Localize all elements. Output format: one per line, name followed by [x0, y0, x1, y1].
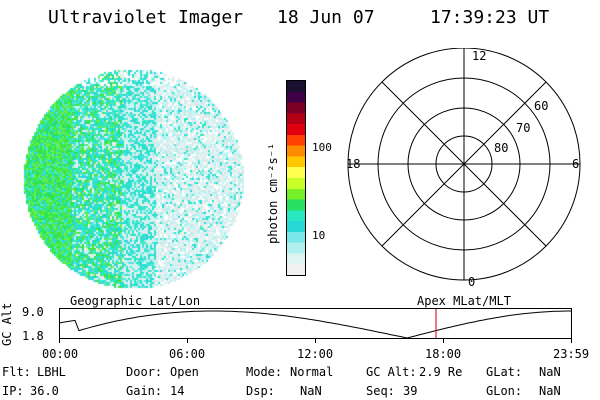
- colorbar: [286, 80, 306, 276]
- dsp-label: Dsp:: [246, 384, 275, 398]
- glat-label: GLat:: [486, 365, 523, 379]
- x-tick-label-12: 12:00: [297, 347, 334, 361]
- x-tick-label-2359: 23:59: [553, 347, 590, 361]
- x-tick-label-00: 00:00: [42, 347, 79, 361]
- timeline-frame: [59, 308, 572, 339]
- colorbar-tick-10: 10: [312, 229, 326, 242]
- gain-value: 14: [170, 384, 185, 398]
- timeline-ytick-9: 9.0: [22, 305, 44, 319]
- mlt-label-0: 0: [468, 275, 475, 288]
- timeline-plot: [59, 308, 572, 343]
- polar-grid: 12 18 6 0 60 70 80: [346, 48, 581, 288]
- door-value: Open: [170, 365, 199, 379]
- timeline-ytick-1.8: 1.8: [22, 329, 44, 343]
- glat-value: NaN: [539, 365, 561, 379]
- lat-label-60: 60: [534, 99, 548, 113]
- gain-label: Gain:: [126, 384, 163, 398]
- gcalt-value: 2.9 Re: [419, 365, 463, 379]
- flt-value: LBHL: [37, 365, 66, 379]
- mlt-label-6: 6: [572, 157, 579, 171]
- timeline-left-caption: Geographic Lat/Lon: [70, 294, 201, 308]
- gcalt-label: GC Alt:: [366, 365, 417, 379]
- timeline-right-caption: Apex MLat/MLT: [417, 294, 511, 308]
- uv-image-panel: [22, 60, 244, 292]
- orbit-altitude-curve: [59, 310, 571, 339]
- uv-aurora-image: [22, 60, 244, 292]
- colorbar-gradient: [287, 81, 305, 275]
- polar-diagonal-2: [381, 81, 547, 247]
- lat-label-80: 80: [494, 141, 508, 155]
- instrument-title: Ultraviolet Imager: [48, 7, 244, 28]
- date-label: 18 Jun 07: [277, 7, 375, 28]
- timeline-y-label: GC Alt: [0, 302, 14, 346]
- glon-value: NaN: [539, 384, 561, 398]
- dsp-value: NaN: [300, 384, 322, 398]
- mlt-label-12: 12: [472, 49, 486, 63]
- colorbar-tick-100: 100: [312, 141, 332, 154]
- mode-label: Mode:: [246, 365, 283, 379]
- mode-value: Normal: [290, 365, 334, 379]
- seq-value: 39: [403, 384, 418, 398]
- lat-label-70: 70: [516, 121, 530, 135]
- x-tick-label-18: 18:00: [425, 347, 462, 361]
- seq-label: Seq:: [366, 384, 395, 398]
- x-tick-label-06: 06:00: [169, 347, 206, 361]
- flt-label: Flt:: [2, 365, 31, 379]
- glon-label: GLon:: [486, 384, 523, 398]
- colorbar-unit-label: photon cm⁻²s⁻¹: [266, 142, 280, 244]
- mlt-label-18: 18: [346, 157, 360, 171]
- ip-value: 36.0: [30, 384, 59, 398]
- door-label: Door:: [126, 365, 163, 379]
- ip-label: IP:: [2, 384, 24, 398]
- time-label: 17:39:23 UT: [430, 7, 550, 28]
